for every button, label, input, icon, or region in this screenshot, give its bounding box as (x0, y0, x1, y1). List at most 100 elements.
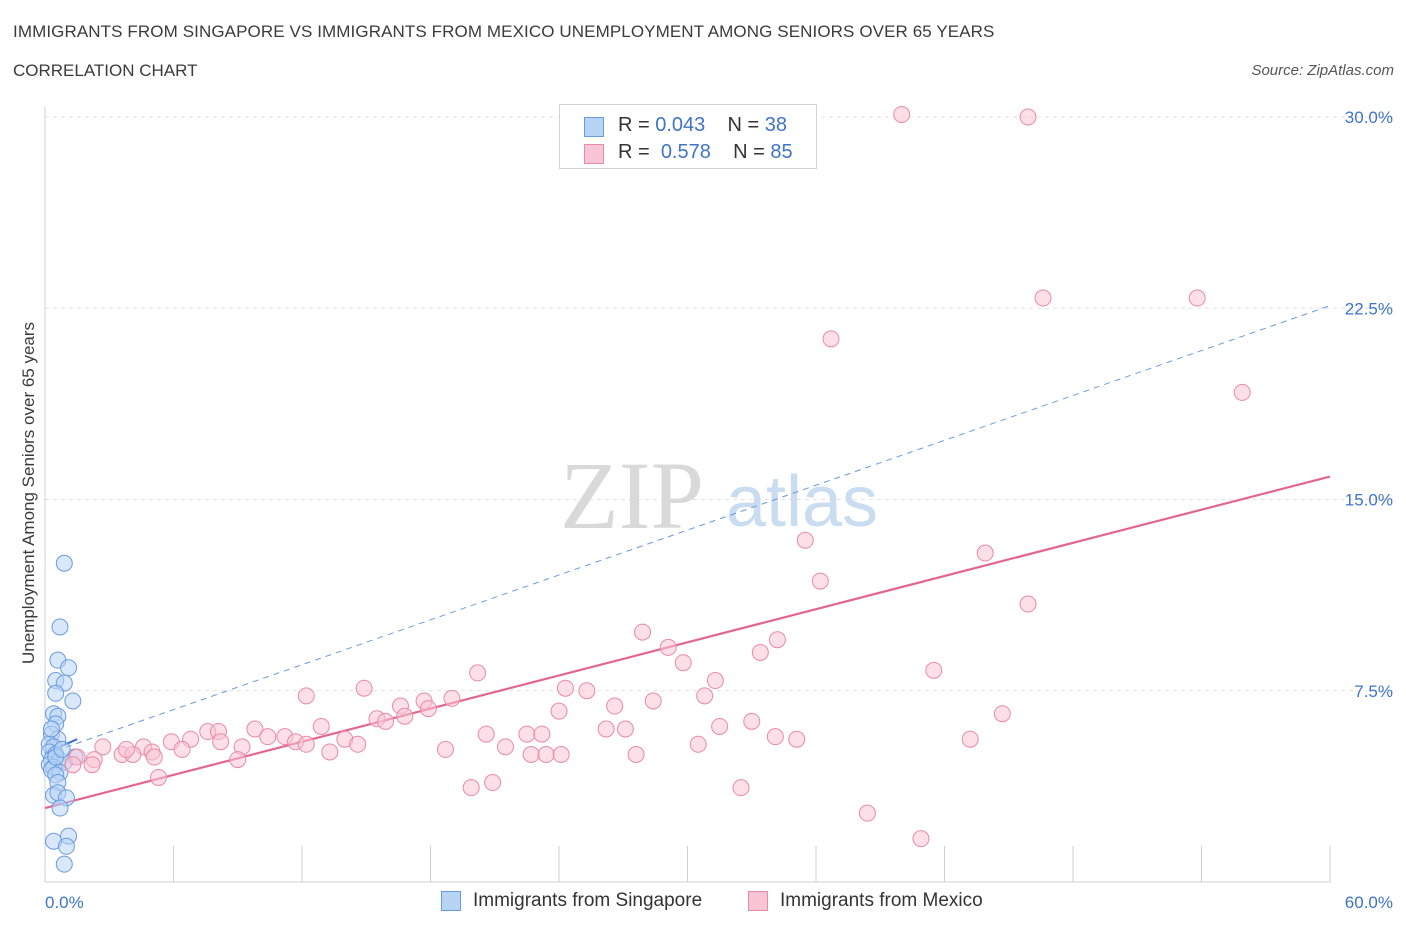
point-mexico (556, 679, 574, 697)
legend-swatch-mexico (748, 891, 768, 911)
point-mexico (751, 644, 769, 661)
point-mexico (578, 682, 596, 700)
stats-swatch-mexico (584, 144, 604, 164)
watermark-atlas: atlas (726, 462, 878, 542)
tick-labels: 30.0% 22.5% 15.0% 7.5% 0.0% 60.0% (45, 108, 1393, 912)
point-mexico (893, 105, 911, 123)
trend-line-mexico (44, 475, 1331, 810)
point-mexico (83, 756, 101, 774)
watermark-zip: ZIP (560, 442, 704, 549)
point-mexico (976, 544, 994, 562)
point-mexico (689, 735, 707, 753)
point-mexico (659, 638, 677, 656)
legend-label: Immigrants from Mexico (780, 890, 983, 911)
point-mexico (788, 730, 806, 748)
point-mexico (912, 830, 930, 848)
point-mexico (259, 728, 277, 746)
point-mexico (522, 746, 540, 763)
chart-title: IMMIGRANTS FROM SINGAPORE VS IMMIGRANTS … (13, 22, 995, 41)
point-mexico (627, 746, 645, 763)
point-mexico (64, 756, 82, 774)
point-mexico (993, 705, 1011, 723)
point-singapore (42, 720, 60, 738)
stats-swatch-singapore (584, 117, 604, 137)
point-mexico (1019, 595, 1037, 613)
y-axis-label: Unemployment Among Seniors over 65 years (19, 321, 38, 665)
n-label: N = (727, 114, 760, 136)
trend-line-singapore (44, 305, 1331, 755)
point-mexico (297, 735, 315, 753)
point-mexico (477, 725, 495, 743)
point-mexico (321, 743, 339, 761)
point-singapore (51, 618, 69, 636)
point-mexico (173, 740, 191, 758)
legend-label: Immigrants from Singapore (473, 890, 703, 911)
point-mexico (377, 712, 395, 730)
point-mexico (469, 664, 487, 682)
point-mexico (484, 774, 502, 792)
point-mexico (606, 697, 624, 715)
point-mexico (550, 702, 568, 720)
y-tick-label: 15.0% (1345, 491, 1393, 510)
n-value: 85 (770, 141, 793, 163)
n-value: 38 (764, 114, 788, 136)
point-singapore (64, 692, 82, 710)
legend-swatch-singapore (441, 891, 461, 911)
chart-subtitle: CORRELATION CHART (13, 61, 198, 80)
trend-lines (44, 305, 1331, 810)
x-tick-label: 0.0% (45, 893, 84, 912)
point-mexico (1019, 108, 1037, 126)
point-singapore (55, 554, 73, 572)
r-label: R = (618, 141, 650, 163)
point-mexico (496, 738, 514, 756)
point-mexico (766, 728, 784, 746)
point-mexico (711, 717, 729, 735)
point-mexico (355, 679, 373, 697)
point-mexico (462, 779, 480, 797)
legend: Immigrants from Singapore Immigrants fro… (0, 886, 1406, 918)
point-mexico (743, 712, 761, 730)
point-mexico (925, 661, 943, 679)
point-mexico (229, 751, 247, 769)
r-value: 0.578 (660, 141, 711, 163)
point-mexico (419, 700, 437, 718)
point-singapore (60, 659, 78, 677)
point-mexico (537, 746, 555, 763)
source-credit: Source: ZipAtlas.com (1251, 62, 1394, 79)
watermark: ZIP atlas (560, 442, 878, 549)
n-label: N = (733, 141, 765, 163)
point-singapore (53, 740, 71, 758)
point-singapore (57, 837, 75, 855)
point-mexico (644, 692, 662, 710)
point-mexico (533, 725, 551, 743)
point-mexico (634, 623, 652, 641)
point-mexico (443, 689, 461, 707)
point-mexico (1188, 289, 1206, 307)
r-label: R = (618, 114, 650, 136)
point-mexico (706, 672, 724, 690)
y-tick-label: 22.5% (1345, 299, 1393, 318)
point-mexico (696, 687, 714, 705)
point-mexico (811, 572, 829, 590)
y-tick-label: 7.5% (1354, 682, 1393, 701)
stats-box: R = 0.043 N = 38 R = 0.578 N = 85 (559, 104, 817, 169)
point-mexico (212, 733, 230, 751)
y-tick-label: 30.0% (1345, 108, 1393, 127)
point-mexico (674, 654, 692, 672)
point-mexico (436, 740, 454, 758)
point-mexico (552, 746, 570, 763)
point-mexico (1034, 289, 1052, 307)
point-mexico (1233, 383, 1251, 401)
point-mexico (822, 330, 840, 348)
r-value: 0.043 (655, 114, 706, 136)
point-singapore (47, 684, 65, 702)
point-mexico (597, 720, 615, 738)
point-mexico (616, 720, 634, 738)
point-singapore (55, 855, 73, 873)
point-mexico (145, 748, 163, 766)
point-mexico (246, 720, 264, 738)
point-mexico (518, 725, 536, 743)
point-mexico (150, 768, 168, 786)
point-mexico (396, 707, 414, 725)
